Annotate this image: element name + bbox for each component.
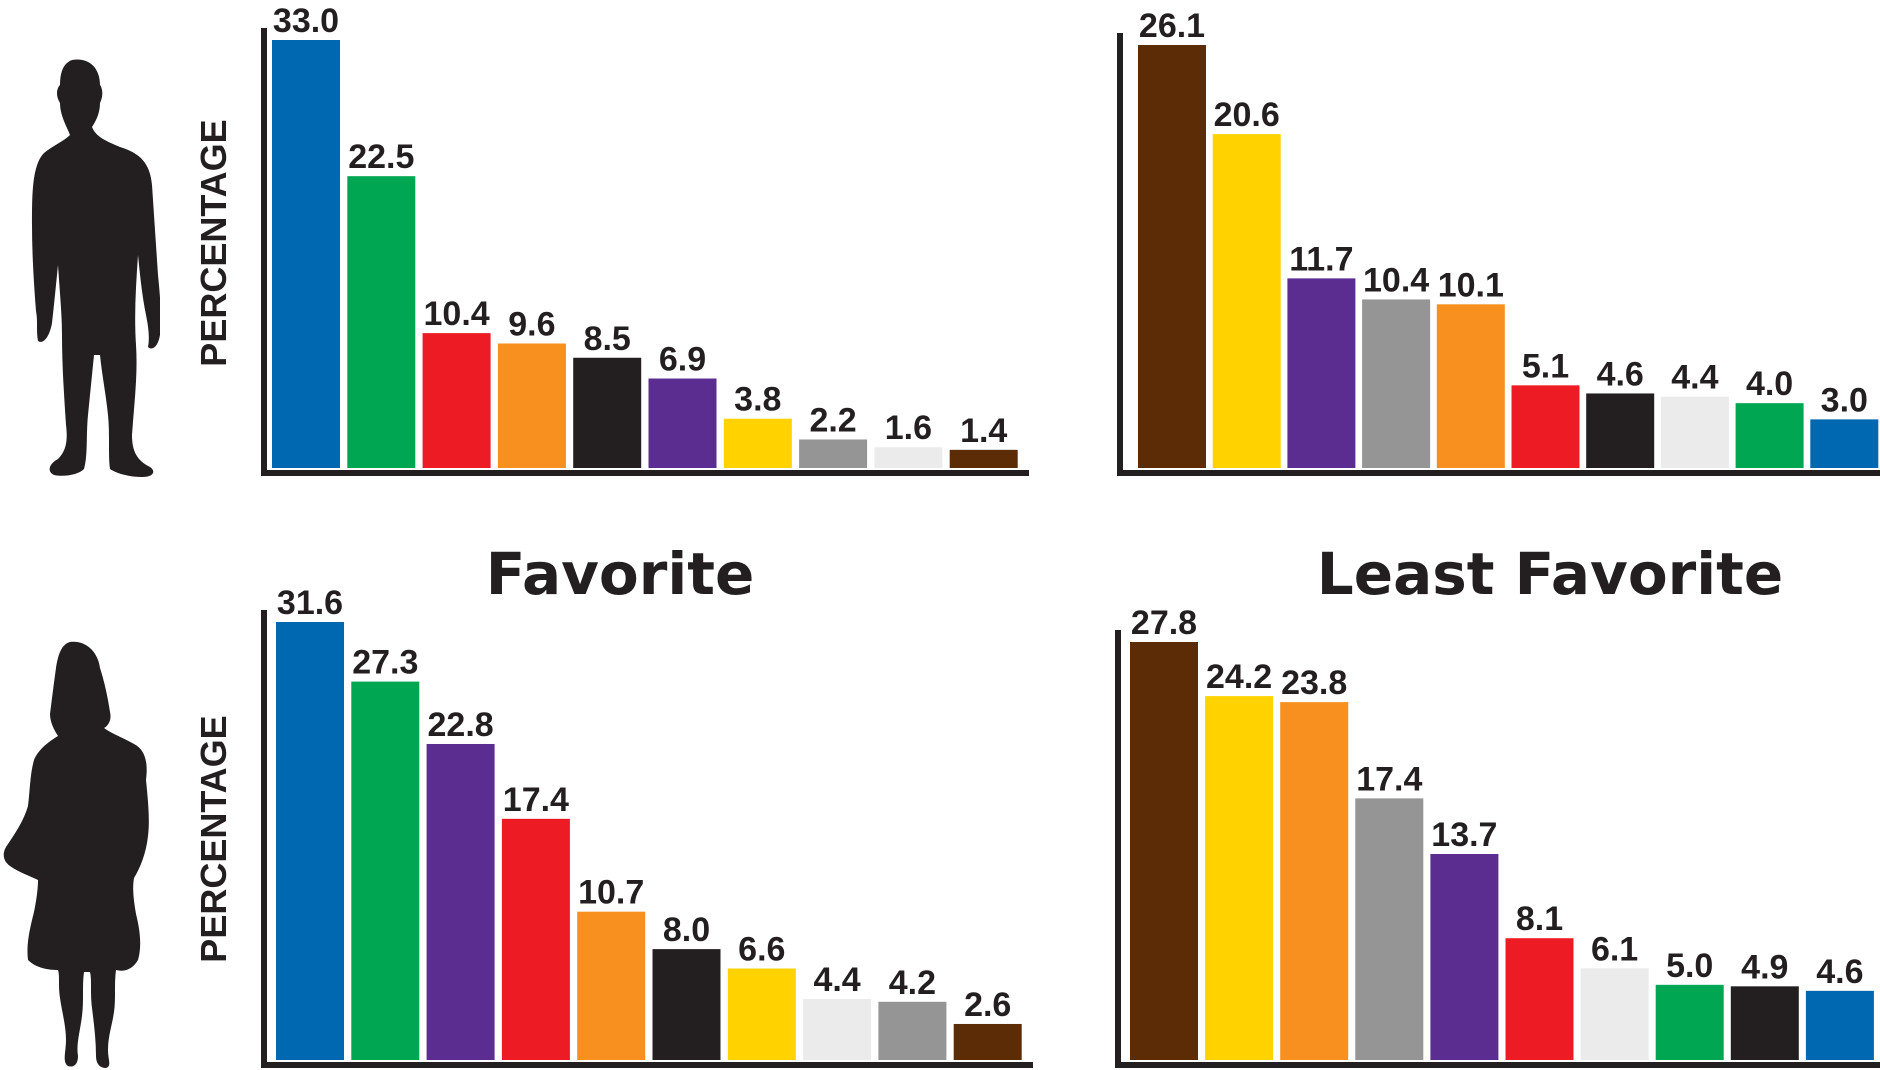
chart-female-favorite: 31.627.3 22.817.4 10.7 8.0 6.6 4.4 4.2 2.6 xyxy=(261,584,1033,1068)
bar-value-label: 4.4 xyxy=(1671,359,1718,397)
bar xyxy=(803,999,872,1060)
bar-value-label: 26.1 xyxy=(1139,7,1205,45)
bar-value-label: 6.9 xyxy=(659,341,706,379)
bar xyxy=(1805,990,1874,1060)
bar-value-label: 10.7 xyxy=(578,874,644,912)
y-axis-line xyxy=(1117,33,1123,474)
bar-value-label: 1.6 xyxy=(885,409,932,447)
bar-value-label: 27.3 xyxy=(352,644,418,682)
bar-value-label: 4.4 xyxy=(813,961,860,999)
bar xyxy=(1586,393,1655,468)
bar-value-label: 17.4 xyxy=(503,781,569,819)
bar xyxy=(1660,396,1729,468)
bar xyxy=(723,418,792,468)
bar-value-label: 3.0 xyxy=(1821,381,1868,419)
bar-value-label: 24.2 xyxy=(1206,658,1272,696)
chart-male-least-favorite: 26.1 20.6 11.7 10.4 10.1 5.1 4.6 4.4 4.0 3.0 xyxy=(1117,7,1880,476)
chart-female-least-favorite: 27.824.2 23.8 17.413.7 8.1 6.1 5.0 4.9 4.6 xyxy=(1115,604,1880,1068)
bar-value-label: 23.8 xyxy=(1281,664,1347,702)
favorite-heading: Favorite xyxy=(485,540,755,608)
bar-value-label: 2.2 xyxy=(809,401,856,439)
y-axis-line xyxy=(1115,630,1121,1066)
bar xyxy=(878,1001,947,1060)
bar-value-label: 6.1 xyxy=(1591,930,1638,968)
bar-value-label: 22.8 xyxy=(428,706,494,744)
bar xyxy=(727,968,796,1060)
bar xyxy=(1287,278,1356,468)
bar xyxy=(1355,798,1424,1060)
bar-value-label: 5.1 xyxy=(1522,347,1569,385)
man-silhouette-icon xyxy=(32,59,160,477)
bar xyxy=(1436,304,1505,468)
bar xyxy=(497,343,566,468)
bar-value-label: 6.6 xyxy=(738,931,785,969)
x-axis-line xyxy=(1117,470,1880,476)
bar xyxy=(1511,385,1580,468)
bar xyxy=(426,743,495,1060)
bar xyxy=(1362,299,1431,468)
chart-male-favorite: 33.0 22.5 10.4 9.6 8.5 6.9 3.8 2.2 1.6 1.4 xyxy=(261,2,1029,476)
bar-value-label: 4.6 xyxy=(1816,953,1863,991)
bar xyxy=(799,439,868,468)
bar xyxy=(1735,403,1804,468)
bar-value-label: 20.6 xyxy=(1214,96,1280,134)
x-axis-line xyxy=(261,1062,1033,1068)
bar xyxy=(351,681,420,1060)
bar xyxy=(276,622,344,1060)
bar xyxy=(652,949,721,1060)
y-axis-line xyxy=(261,610,267,1066)
bar-value-label: 10.4 xyxy=(424,295,490,333)
bar-value-label: 10.4 xyxy=(1363,261,1429,299)
bar xyxy=(1212,134,1281,468)
bar-value-label: 17.4 xyxy=(1356,760,1422,798)
bar xyxy=(573,357,642,468)
bar xyxy=(577,911,646,1060)
woman-silhouette-icon xyxy=(3,641,149,1068)
bar-value-label: 8.0 xyxy=(663,911,710,949)
bar-value-label: 9.6 xyxy=(508,305,555,343)
bar-value-label: 4.6 xyxy=(1597,355,1644,393)
bar xyxy=(1580,968,1649,1060)
bar-value-label: 31.6 xyxy=(277,584,343,622)
bar xyxy=(272,40,340,468)
bar xyxy=(422,333,491,468)
bar-value-label: 22.5 xyxy=(348,138,414,176)
bar xyxy=(1280,702,1349,1060)
bar xyxy=(953,1023,1022,1060)
bar xyxy=(1205,696,1274,1060)
bar-value-label: 4.0 xyxy=(1746,365,1793,403)
bar xyxy=(949,449,1018,468)
bar-value-label: 10.1 xyxy=(1438,266,1504,304)
bar xyxy=(1430,854,1499,1060)
bar-value-label: 2.6 xyxy=(964,986,1011,1024)
bar xyxy=(347,176,416,468)
bar-value-label: 1.4 xyxy=(960,412,1007,450)
bar-value-label: 4.9 xyxy=(1741,948,1788,986)
least-favorite-heading: Least Favorite xyxy=(1316,540,1784,608)
bar-value-label: 33.0 xyxy=(273,2,339,40)
bar xyxy=(874,447,943,468)
x-axis-line xyxy=(1115,1062,1880,1068)
bar xyxy=(648,378,717,468)
bar xyxy=(501,818,570,1060)
bar-value-label: 11.7 xyxy=(1289,240,1353,278)
x-axis-line xyxy=(261,470,1029,476)
bar-value-label: 4.2 xyxy=(889,964,936,1002)
bar xyxy=(1130,642,1198,1060)
bar-value-label: 5.0 xyxy=(1666,947,1713,985)
bar-value-label: 8.1 xyxy=(1516,900,1563,938)
bar xyxy=(1138,45,1206,468)
bar-value-label: 8.5 xyxy=(584,320,631,358)
bar xyxy=(1810,419,1879,468)
bar xyxy=(1730,986,1799,1060)
bar-value-label: 27.8 xyxy=(1131,604,1197,642)
bar xyxy=(1655,984,1724,1060)
bar-value-label: 13.7 xyxy=(1431,816,1497,854)
bar xyxy=(1505,938,1574,1060)
bar-value-label: 3.8 xyxy=(734,381,781,419)
y-axis-line xyxy=(261,28,267,474)
